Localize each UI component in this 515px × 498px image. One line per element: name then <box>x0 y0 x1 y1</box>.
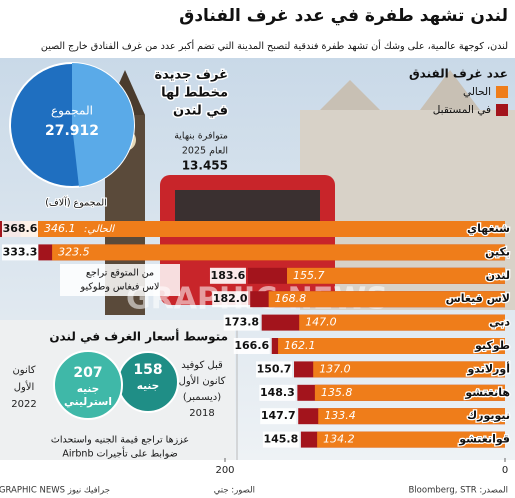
photo-credit: الصور: جتي <box>214 486 255 496</box>
price-date: كانون الأول <box>179 374 226 387</box>
price-date: كانون <box>12 365 35 376</box>
category-label: شنغهاي <box>467 222 510 235</box>
total-label-box <box>223 314 260 331</box>
category-label: بكين <box>485 245 510 258</box>
x-tick-label: 200 <box>215 465 234 476</box>
current-label: 137.0 <box>319 362 351 375</box>
price-value: 158 <box>133 362 162 378</box>
total-label-box <box>262 431 299 448</box>
price-unit: جنيه <box>77 383 100 395</box>
bar-group: 368.6 346.1 الحالي: شنغهاي 333.3 323.5 بكين 183… <box>0 221 512 448</box>
price-circle <box>53 350 123 420</box>
total-label: 147.7 <box>261 409 296 422</box>
new-rooms-title: مخطط لها <box>161 86 228 101</box>
total-label: 145.8 <box>263 433 298 446</box>
pie-total-label: المجموع <box>51 104 93 119</box>
title: لندن تشهد طفرة في عدد غرف الفنادق <box>179 6 508 26</box>
total-label: 368.6 <box>3 222 38 235</box>
x-tick-label: 0 <box>502 465 508 476</box>
bus-window <box>175 190 320 225</box>
price-date: قبل كوفيد <box>181 360 223 371</box>
category-label: لاس فيغاس <box>446 292 510 305</box>
category-label: نيويورك <box>467 409 510 422</box>
bar-current <box>20 221 506 237</box>
category-label: لندن <box>486 269 510 282</box>
price-unit: استرليني <box>64 396 112 408</box>
legend-swatch <box>496 104 508 116</box>
legend-swatch <box>496 86 508 98</box>
current-label: 147.0 <box>305 316 337 329</box>
total-label-box <box>2 221 38 237</box>
price-date: الأول <box>14 380 35 393</box>
annotation: من المتوقع تراجع <box>86 268 154 279</box>
pie-new <box>72 63 134 187</box>
price-value: 207 <box>73 365 102 381</box>
category-label: هانغتشو <box>464 386 510 399</box>
total-label-box <box>2 244 38 261</box>
pie-total-value: 27.912 <box>45 123 99 139</box>
current-label: 162.1 <box>284 339 316 352</box>
current-label: 346.1 <box>44 222 76 235</box>
total-label: 183.6 <box>211 269 246 282</box>
annotation: لاس فيغاس وطوكيو <box>80 282 160 293</box>
building-roof <box>320 80 380 110</box>
price-date: (ديسمبر) <box>183 392 221 403</box>
bar-current <box>268 291 505 308</box>
bar-current <box>52 244 505 261</box>
prices-title: متوسط أسعار الغرف في لندن <box>49 329 228 345</box>
total-label-box <box>256 361 293 378</box>
legend-title: عدد غرف الفندق <box>409 67 508 81</box>
building-roof <box>420 70 480 110</box>
current-label: 168.8 <box>275 292 307 305</box>
current-label: 323.5 <box>58 245 90 258</box>
credit: جرافيك نيوز GRAPHIC NEWS <box>0 486 110 496</box>
current-label: 135.8 <box>321 386 353 399</box>
legend-label: الحالي <box>463 86 491 98</box>
new-rooms-note: العام 2025 <box>182 146 228 157</box>
total-label-box <box>233 338 270 354</box>
total-label-box <box>209 267 246 284</box>
price-date: 2022 <box>11 399 36 410</box>
pie-unit: المجموع (آلاف) <box>45 196 107 209</box>
current-label: 133.4 <box>324 409 356 422</box>
bar-current <box>314 384 505 401</box>
category-label: طوكيو <box>474 339 510 352</box>
new-rooms-title: غرف جديدة <box>154 68 228 83</box>
new-rooms-title: في لندن <box>173 104 228 119</box>
subtitle: لندن، كوجهة عالمية، على وشك أن تشهد طفرة… <box>41 39 508 52</box>
total-label: 148.3 <box>260 386 295 399</box>
new-rooms-value: 13.455 <box>182 159 228 173</box>
price-unit: جنيه <box>137 380 160 392</box>
total-label-box <box>259 384 296 401</box>
current-label: 134.2 <box>323 433 355 446</box>
category-label: دبي <box>489 316 510 329</box>
current-prefix: الحالي: <box>84 224 115 235</box>
total-label-box <box>260 408 297 425</box>
total-label: 333.3 <box>3 245 38 258</box>
bar-current <box>278 338 505 354</box>
category-label: قوانغتشو <box>458 433 510 446</box>
category-label: أورلاندو <box>467 361 510 375</box>
legend-label: في المستقبل <box>433 104 491 116</box>
legend: الحالي في المستقبل <box>433 86 508 116</box>
total-label: 166.6 <box>234 339 269 352</box>
annotation-box <box>60 264 180 296</box>
price-date: 2018 <box>189 408 214 419</box>
total-label-box <box>212 291 249 308</box>
new-rooms-note: متوافرة بنهاية <box>174 131 228 142</box>
total-label: 150.7 <box>257 362 292 375</box>
price-note: عززها تراجع قيمة الجنيه واستحداث <box>51 435 189 446</box>
bar-current <box>313 361 505 378</box>
bar-current <box>318 408 505 425</box>
bar-current <box>299 314 505 331</box>
source: المصدر: Bloomberg, STR <box>408 486 508 496</box>
bar-current <box>287 267 505 284</box>
bar-current <box>317 431 505 448</box>
total-label: 173.8 <box>224 316 259 329</box>
current-label: 155.7 <box>293 269 325 282</box>
total-label: 182.0 <box>213 292 248 305</box>
price-note: ضوابط على تأجيرات Airbnb <box>62 447 177 460</box>
